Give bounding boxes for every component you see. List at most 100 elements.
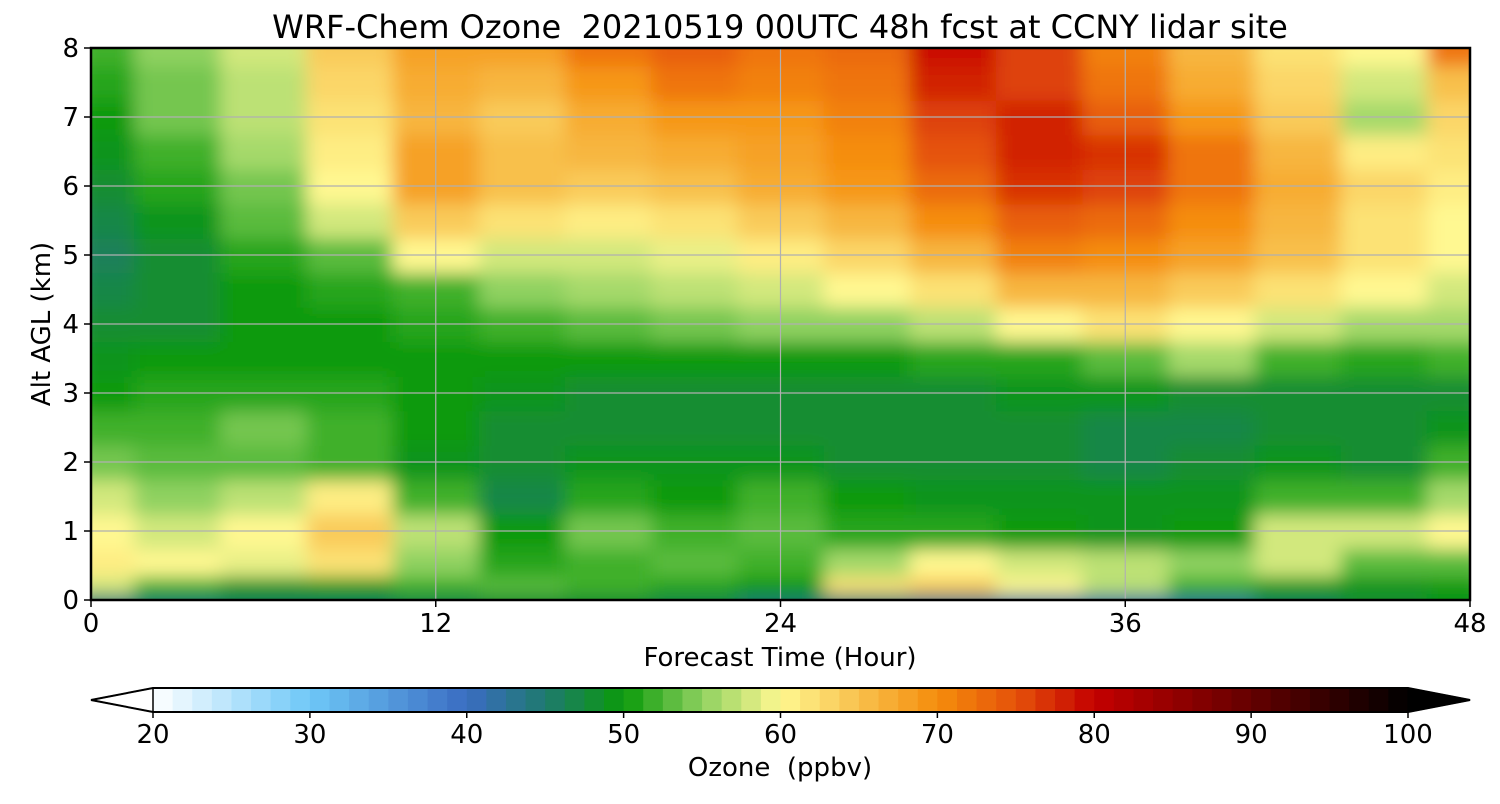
heatmap-cell xyxy=(909,341,997,377)
colorbar-swatch xyxy=(427,688,448,712)
heatmap-cell xyxy=(823,65,911,101)
colorbar-swatch xyxy=(1290,688,1311,712)
heatmap-cell xyxy=(220,479,308,515)
heatmap-cell xyxy=(134,134,222,170)
heatmap-cell xyxy=(1340,203,1428,239)
heatmap-cell xyxy=(91,203,136,239)
heatmap-cell xyxy=(91,341,136,377)
colorbar-swatch xyxy=(1211,688,1233,712)
y-tick-label: 8 xyxy=(62,34,79,64)
colorbar-swatch xyxy=(505,688,527,712)
colorbar-swatch xyxy=(564,688,586,712)
colorbar-tick-label: 100 xyxy=(1383,720,1433,750)
heatmap-cell xyxy=(478,203,566,239)
heatmap-cell xyxy=(1426,134,1470,170)
heatmap-cell xyxy=(1426,203,1470,239)
heatmap-cell xyxy=(909,548,997,577)
heatmap-cell xyxy=(1168,341,1256,377)
y-tick-label: 0 xyxy=(62,586,79,616)
heatmap-cell xyxy=(1168,548,1256,577)
heatmap-cell xyxy=(134,575,222,595)
heatmap-cell xyxy=(651,593,739,600)
heatmap-cell xyxy=(478,575,566,595)
heatmap-cell xyxy=(91,134,136,170)
x-tick-label: 48 xyxy=(1453,609,1486,639)
heatmap-cell xyxy=(1168,272,1256,308)
heatmap-cell xyxy=(1426,341,1470,377)
heatmap-cell xyxy=(909,593,997,600)
colorbar-swatch xyxy=(623,688,644,712)
colorbar-swatch xyxy=(1270,688,1291,712)
heatmap-cell xyxy=(134,410,222,446)
x-tick-label: 0 xyxy=(83,609,100,639)
colorbar-swatch xyxy=(290,688,311,712)
heatmap-cell xyxy=(306,48,394,67)
colorbar-swatch xyxy=(1388,688,1409,712)
heatmap-cell xyxy=(823,341,911,377)
colorbar-swatch xyxy=(1329,688,1350,712)
colorbar-swatch xyxy=(643,688,664,712)
heatmap-cell xyxy=(306,410,394,446)
heatmap-cell xyxy=(478,548,566,577)
x-tick-label: 12 xyxy=(419,609,452,639)
heatmap-cell xyxy=(823,272,911,308)
colorbar-swatch xyxy=(211,688,233,712)
heatmap-cell xyxy=(134,65,222,101)
heatmap-cell xyxy=(478,272,566,308)
heatmap-cell xyxy=(565,48,653,67)
heatmap-cell xyxy=(306,65,394,101)
heatmap-cell xyxy=(909,272,997,308)
heatmap-cell xyxy=(996,593,1084,600)
heatmap-cell xyxy=(823,575,911,595)
heatmap-cell xyxy=(478,48,566,67)
heatmap-cell xyxy=(1340,48,1428,67)
colorbar-label: Ozone (ppbv) xyxy=(688,753,872,783)
colorbar-swatch xyxy=(1192,688,1213,712)
heatmap-cell xyxy=(1254,48,1342,67)
heatmap-cell xyxy=(91,48,136,67)
heatmap-cell xyxy=(651,203,739,239)
heatmap-cell xyxy=(1426,548,1470,577)
colorbar-swatch xyxy=(1133,688,1154,712)
heatmap-cell xyxy=(1168,479,1256,515)
y-tick-label: 4 xyxy=(62,310,79,340)
heatmap-cell xyxy=(823,134,911,170)
heatmap-cell xyxy=(478,479,566,515)
heatmap-cell xyxy=(1254,575,1342,595)
colorbar-extend-low xyxy=(90,687,154,713)
colorbar-swatch xyxy=(1309,688,1331,712)
colorbar-swatch xyxy=(858,688,880,712)
heatmap-cell xyxy=(1426,272,1470,308)
colorbar-swatch xyxy=(996,688,1017,712)
colorbar-tick-label: 50 xyxy=(607,720,640,750)
heatmap-cell xyxy=(996,65,1084,101)
heatmap-cell xyxy=(220,48,308,67)
colorbar-swatch xyxy=(466,688,487,712)
heatmap-cell xyxy=(996,548,1084,577)
colorbar-swatch xyxy=(1035,688,1056,712)
heatmap-cell xyxy=(1168,65,1256,101)
colorbar-swatch xyxy=(917,688,938,712)
heatmap-cell xyxy=(996,48,1084,67)
heatmap-cell xyxy=(565,479,653,515)
colorbar-swatch xyxy=(172,688,193,712)
heatmap-cell xyxy=(220,203,308,239)
heatmap-cell xyxy=(220,548,308,577)
colorbar-swatch xyxy=(447,688,468,712)
heatmap-cell xyxy=(651,272,739,308)
colorbar-swatch xyxy=(721,688,742,712)
heatmap-cell xyxy=(909,479,997,515)
heatmap-cell xyxy=(1426,479,1470,515)
heatmap-cell xyxy=(306,479,394,515)
colorbar-swatch xyxy=(937,688,958,712)
colorbar-swatch xyxy=(525,688,546,712)
heatmap-cell xyxy=(1168,575,1256,595)
heatmap-cell xyxy=(134,203,222,239)
colorbar-swatch xyxy=(780,688,801,712)
colorbar xyxy=(90,687,1471,713)
heatmap-cell xyxy=(134,48,222,67)
colorbar-swatch xyxy=(545,688,566,712)
colorbar-swatch xyxy=(1015,688,1037,712)
heatmap-cell xyxy=(220,272,308,308)
